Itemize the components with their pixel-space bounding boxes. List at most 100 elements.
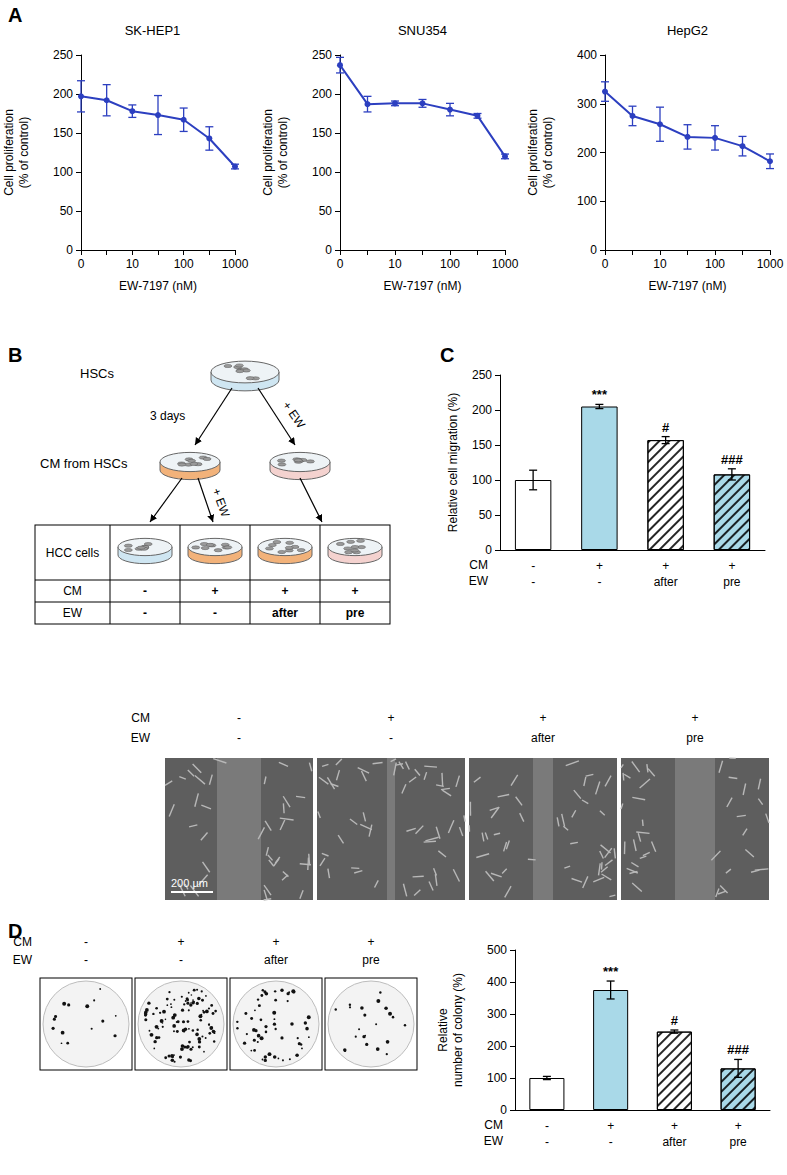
svg-text:10: 10 — [126, 257, 140, 271]
svg-text:CM: CM — [63, 584, 82, 598]
svg-text:EW-7197 (nM): EW-7197 (nM) — [649, 279, 727, 293]
svg-text:3 days: 3 days — [150, 409, 185, 423]
svg-text:-: - — [597, 575, 601, 589]
svg-text:after: after — [264, 953, 288, 967]
svg-text:0: 0 — [500, 1103, 507, 1117]
svg-text:+ EW: + EW — [209, 486, 233, 519]
svg-text:50: 50 — [60, 204, 74, 218]
svg-text:EW: EW — [63, 606, 83, 620]
svg-text:EW-7197 (nM): EW-7197 (nM) — [119, 279, 197, 293]
svg-text:pre: pre — [723, 575, 741, 589]
svg-text:Cell proliferation: Cell proliferation — [261, 109, 275, 196]
svg-text:CM from HSCs: CM from HSCs — [40, 456, 128, 471]
svg-text:C: C — [440, 344, 454, 366]
svg-text:EW: EW — [484, 1134, 504, 1148]
svg-text:CM: CM — [469, 558, 488, 572]
svg-text:(% of control): (% of control) — [541, 117, 555, 188]
svg-text:-: - — [531, 575, 535, 589]
svg-text:50: 50 — [479, 508, 493, 522]
svg-text:+: + — [728, 559, 735, 573]
svg-text:200: 200 — [53, 87, 73, 101]
svg-text:10: 10 — [388, 257, 402, 271]
svg-text:200 µm: 200 µm — [171, 877, 208, 889]
svg-text:A: A — [8, 4, 22, 26]
svg-text:CM: CM — [484, 1118, 503, 1132]
svg-text:0: 0 — [66, 243, 73, 257]
svg-text:100: 100 — [440, 257, 460, 271]
svg-text:B: B — [8, 344, 22, 366]
svg-text:-: - — [545, 1119, 549, 1133]
svg-text:+: + — [539, 711, 546, 725]
svg-text:200: 200 — [487, 1039, 507, 1053]
svg-text:pre: pre — [729, 1135, 747, 1149]
svg-text:500: 500 — [487, 943, 507, 957]
svg-text:100: 100 — [53, 165, 73, 179]
svg-text:pre: pre — [362, 953, 380, 967]
svg-text:100: 100 — [577, 194, 597, 208]
svg-text:-: - — [545, 1135, 549, 1149]
svg-text:200: 200 — [312, 87, 332, 101]
svg-text:1000: 1000 — [492, 257, 519, 271]
svg-text:D: D — [8, 920, 22, 942]
svg-text:after: after — [662, 1135, 686, 1149]
svg-text:after: after — [531, 731, 555, 745]
svg-text:250: 250 — [472, 368, 492, 382]
svg-text:-: - — [531, 559, 535, 573]
svg-text:#: # — [671, 1013, 679, 1028]
svg-text:0: 0 — [590, 243, 597, 257]
svg-text:***: *** — [592, 387, 608, 402]
svg-text:+: + — [272, 935, 279, 949]
svg-text:200: 200 — [577, 146, 597, 160]
svg-text:after: after — [272, 606, 298, 620]
svg-text:1000: 1000 — [222, 257, 249, 271]
svg-text:after: after — [654, 575, 678, 589]
svg-text:-: - — [84, 953, 88, 967]
svg-text:SK-HEP1: SK-HEP1 — [125, 23, 181, 38]
svg-text:+ EW: + EW — [280, 399, 309, 432]
svg-text:HSCs: HSCs — [80, 366, 114, 381]
svg-text:###: ### — [727, 1042, 749, 1057]
svg-text:400: 400 — [577, 48, 597, 62]
svg-text:0: 0 — [325, 243, 332, 257]
svg-text:10: 10 — [653, 257, 667, 271]
svg-text:+: + — [735, 1119, 742, 1133]
svg-text:+: + — [351, 584, 358, 598]
svg-text:+: + — [607, 1119, 614, 1133]
svg-text:EW: EW — [131, 731, 151, 745]
svg-text:Cell proliferation: Cell proliferation — [2, 109, 16, 196]
svg-text:50: 50 — [319, 204, 333, 218]
svg-text:Cell proliferation: Cell proliferation — [526, 109, 540, 196]
svg-text:CM: CM — [131, 711, 150, 725]
svg-text:200: 200 — [472, 403, 492, 417]
svg-text:SNU354: SNU354 — [398, 23, 447, 38]
svg-text:Relative: Relative — [436, 1008, 450, 1052]
svg-text:300: 300 — [577, 97, 597, 111]
svg-text:EW-7197 (nM): EW-7197 (nM) — [384, 279, 462, 293]
svg-text:0: 0 — [485, 543, 492, 557]
svg-text:+: + — [596, 559, 603, 573]
svg-text:###: ### — [721, 452, 743, 467]
svg-text:100: 100 — [472, 473, 492, 487]
svg-text:1000: 1000 — [757, 257, 784, 271]
svg-text:-: - — [237, 731, 241, 745]
svg-text:250: 250 — [53, 48, 73, 62]
svg-text:0: 0 — [78, 257, 85, 271]
svg-text:-: - — [237, 711, 241, 725]
svg-text:-: - — [143, 584, 147, 598]
svg-text:-: - — [213, 606, 217, 620]
svg-text:250: 250 — [312, 48, 332, 62]
svg-text:0: 0 — [602, 257, 609, 271]
svg-text:number of colony (%): number of colony (%) — [451, 973, 465, 1087]
svg-text:Relative cell migration (%): Relative cell migration (%) — [446, 393, 460, 532]
svg-text:100: 100 — [174, 257, 194, 271]
svg-text:150: 150 — [53, 126, 73, 140]
svg-text:0: 0 — [337, 257, 344, 271]
svg-text:+: + — [387, 711, 394, 725]
svg-text:150: 150 — [472, 438, 492, 452]
svg-text:CM: CM — [13, 935, 32, 949]
svg-text:EW: EW — [469, 574, 489, 588]
svg-text:pre: pre — [346, 606, 365, 620]
svg-text:+: + — [671, 1119, 678, 1133]
svg-text:-: - — [389, 731, 393, 745]
svg-text:pre: pre — [686, 731, 704, 745]
